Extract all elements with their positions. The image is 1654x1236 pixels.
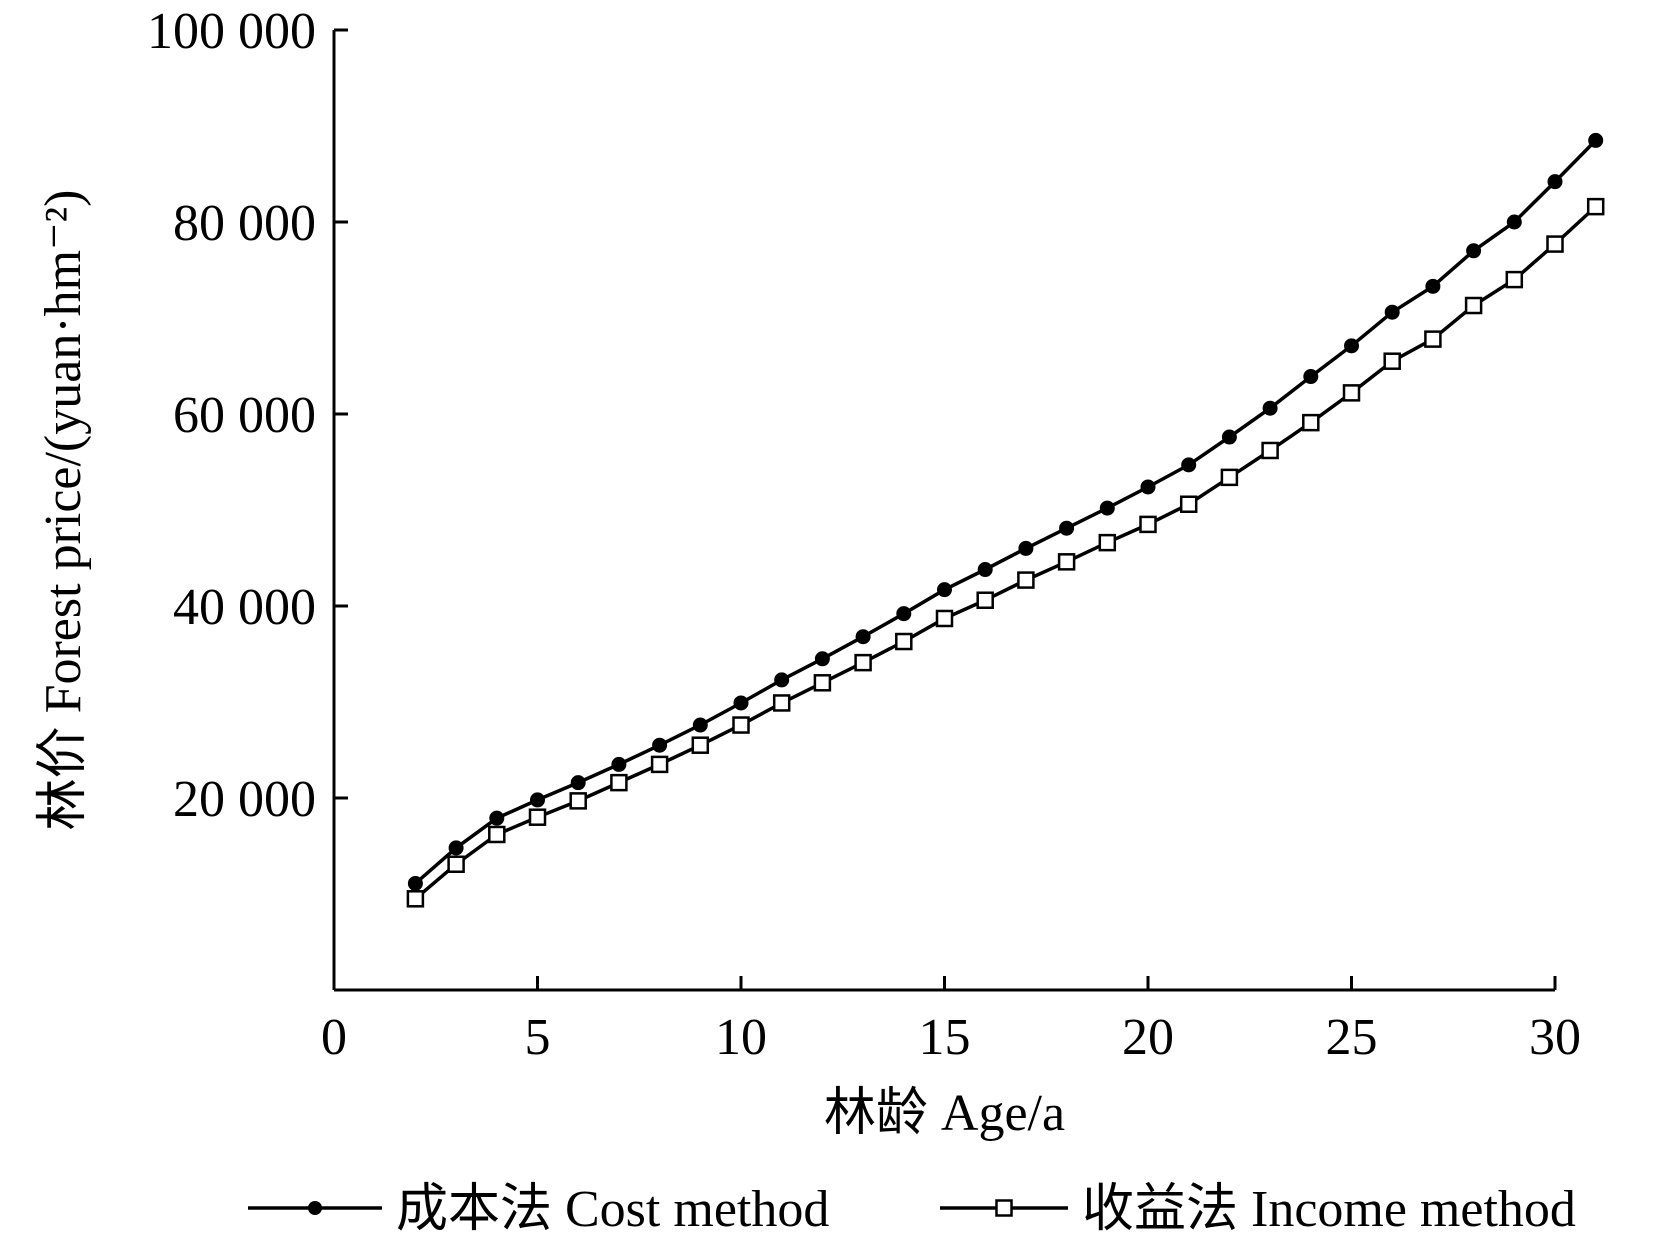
x-tick-label: 10 — [715, 1009, 767, 1066]
data-point — [733, 695, 749, 711]
data-point — [1302, 413, 1320, 432]
data-point — [935, 609, 954, 628]
data-point — [896, 606, 912, 622]
data-point — [406, 890, 425, 908]
y-tick-label: 100 000 — [147, 3, 316, 60]
data-point — [1588, 132, 1604, 148]
series-layer — [406, 132, 1605, 908]
legend-item: 成本法 Cost method — [248, 1181, 829, 1236]
x-tick-label: 25 — [1326, 1009, 1378, 1066]
legend-item: 收益法 Income method — [940, 1181, 1576, 1236]
series-income-method — [406, 197, 1605, 908]
data-point — [1506, 214, 1522, 230]
data-point — [1303, 369, 1319, 385]
data-point — [1221, 429, 1237, 445]
data-point — [1464, 296, 1483, 315]
x-tick-label: 5 — [525, 1009, 551, 1066]
legend-label: 收益法 Income method — [1082, 1181, 1576, 1236]
data-point — [1547, 174, 1563, 190]
x-axis-title: 林龄 Age/a — [824, 1085, 1065, 1142]
data-point — [448, 840, 464, 856]
data-point — [488, 825, 506, 844]
data-point — [1057, 553, 1076, 571]
data-point — [611, 756, 627, 772]
legend-marker — [995, 1199, 1013, 1217]
data-point — [1586, 197, 1605, 216]
legend-marker — [308, 1201, 322, 1215]
data-point — [1342, 384, 1361, 402]
data-point — [1466, 243, 1482, 259]
y-tick-label: 60 000 — [173, 387, 316, 444]
data-point — [1099, 500, 1115, 516]
data-point — [1505, 270, 1524, 289]
data-point — [1424, 330, 1442, 348]
data-point — [774, 672, 790, 688]
data-point — [1220, 468, 1239, 487]
data-point — [732, 716, 750, 734]
data-point — [772, 694, 791, 712]
data-point — [1017, 571, 1035, 589]
data-point — [692, 717, 708, 733]
data-point — [1546, 235, 1564, 253]
legend: 成本法 Cost method 收益法 Income method — [248, 1181, 1576, 1236]
data-point — [1018, 540, 1034, 556]
data-point — [570, 775, 586, 791]
data-point — [1059, 520, 1075, 536]
data-point — [1262, 400, 1278, 416]
data-point — [447, 855, 465, 873]
data-point — [814, 651, 830, 667]
data-point — [1383, 352, 1401, 370]
data-point — [1139, 515, 1157, 534]
x-tick-label: 15 — [919, 1009, 971, 1066]
y-ticks: 20 000 40 000 60 000 80 000 100 000 — [147, 3, 348, 828]
data-point — [652, 737, 668, 753]
y-tick-label: 40 000 — [173, 579, 316, 636]
x-tick-label: 20 — [1122, 1009, 1174, 1066]
data-point — [489, 810, 505, 826]
data-point — [895, 632, 913, 651]
data-point — [407, 875, 423, 891]
y-tick-label: 80 000 — [173, 195, 316, 252]
data-point — [528, 808, 547, 826]
data-point — [854, 653, 872, 672]
data-point — [1261, 441, 1279, 460]
data-point — [937, 582, 952, 598]
legend-label: 成本法 Cost method — [396, 1181, 829, 1236]
series-cost-method — [407, 132, 1604, 891]
data-point — [855, 629, 871, 645]
data-point — [610, 773, 628, 792]
data-point — [977, 562, 993, 578]
data-point — [569, 792, 587, 810]
data-point — [976, 591, 994, 609]
data-point — [530, 792, 545, 808]
data-point — [650, 755, 669, 774]
x-tick-label: 30 — [1529, 1009, 1581, 1066]
x-tick-label: 0 — [321, 1009, 347, 1066]
y-tick-label: 20 000 — [173, 771, 316, 828]
data-point — [813, 674, 832, 692]
x-ticks: 0 5 10 15 20 25 30 — [321, 976, 1581, 1066]
series-line — [414, 205, 1597, 901]
data-point — [1098, 533, 1117, 552]
data-point — [1140, 479, 1156, 495]
data-point — [1179, 495, 1198, 513]
series-line — [414, 139, 1597, 885]
axes — [332, 30, 1555, 992]
y-axis-title: 林价 Forest price/(yuan·hm⁻²) — [35, 190, 92, 831]
data-point — [1344, 338, 1359, 354]
data-point — [691, 736, 710, 754]
data-point — [1181, 457, 1197, 473]
data-point — [1384, 304, 1400, 320]
data-point — [1425, 278, 1441, 294]
